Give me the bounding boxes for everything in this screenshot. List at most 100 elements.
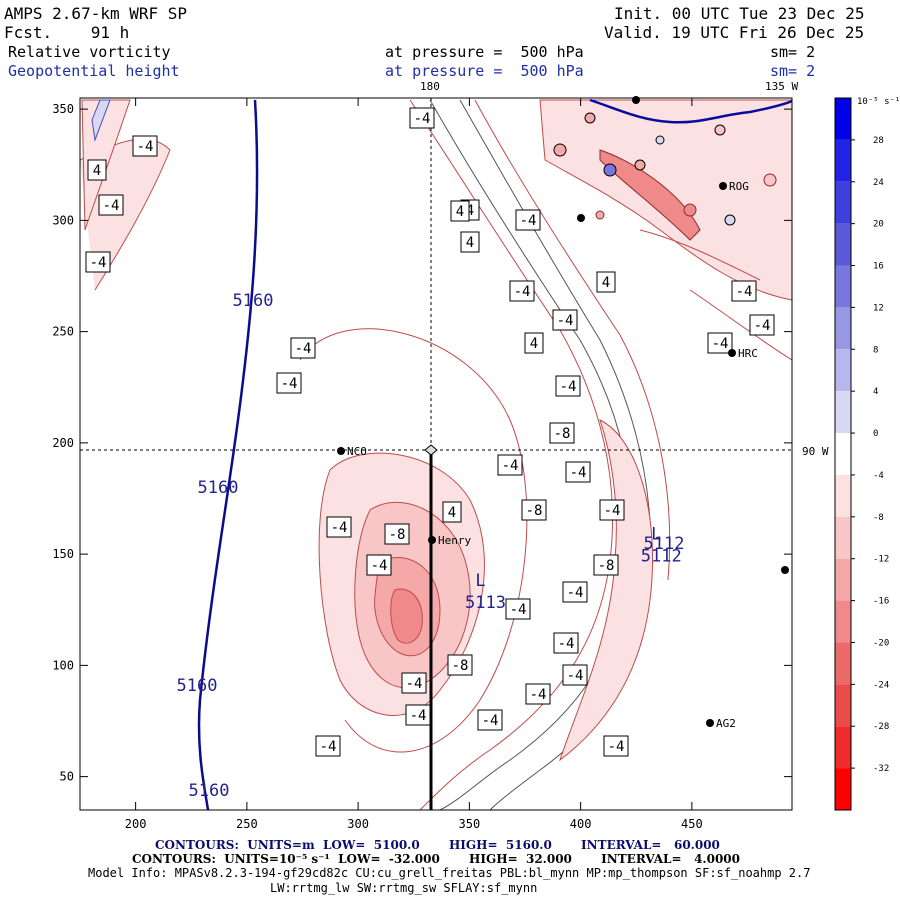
y-tick-label: 350 [52, 102, 74, 116]
model-title: AMPS 2.67-km WRF SP [4, 4, 188, 23]
footer-contours-vorticity: CONTOURS: UNITS=10⁻⁵ s⁻¹ LOW= -32.000 HI… [132, 852, 740, 866]
lon-label-135w: 135 W [765, 80, 799, 93]
vorticity-label: -8 [554, 426, 571, 442]
lon-label-180: 180 [420, 80, 440, 93]
footer-model-info: Model Info: MPASv8.2.3-194-gf29cd82c CU:… [88, 866, 811, 880]
vorticity-label-box [384, 523, 410, 545]
low-center-value: 5112 [641, 546, 682, 566]
vorticity-label-box [562, 664, 588, 686]
y-tick-label: 50 [60, 770, 74, 784]
stations: NCO Henry ROG HRC AG2 [337, 96, 789, 730]
vorticity-label-box [515, 209, 541, 231]
vorticity-label: -4 [712, 336, 729, 352]
vorticity-label-box [509, 280, 535, 302]
vorticity-label-box [98, 194, 124, 216]
footer-contours-height: CONTOURS: UNITS=m LOW= 5100.0 HIGH= 5160… [155, 838, 720, 852]
x-tick-label: 250 [236, 817, 258, 831]
vorticity-label: 4 [530, 336, 538, 352]
station-dot [632, 96, 640, 104]
colorbar-segment [835, 600, 851, 643]
vorticity-label-box [603, 735, 629, 757]
colorbar-unit: 10⁻⁵ s⁻¹ [857, 97, 900, 107]
vorticity-label: -4 [331, 520, 348, 536]
vorticity-label-box [450, 200, 470, 222]
station-dot [706, 719, 714, 727]
vorticity-label: -8 [598, 558, 615, 574]
vorticity-label-box [326, 516, 352, 538]
x-tick-label: 450 [681, 817, 703, 831]
x-tick-label: 400 [570, 817, 592, 831]
lat-label-90w: 90 W [802, 445, 829, 458]
vorticity-label: -4 [736, 284, 753, 300]
vorticity-label-box [87, 159, 107, 181]
station-dot [428, 536, 436, 544]
height-contour-labels: 5160 5160 5160 5160 5112 [177, 291, 685, 801]
vorticity-label-box [460, 231, 480, 253]
vorticity-label-box [447, 654, 473, 676]
y-tick-label: 300 [52, 213, 74, 227]
station-dot [781, 566, 789, 574]
field2-name: Geopotential height [8, 62, 180, 80]
vorticity-label-box [85, 251, 111, 273]
vorticity-label: -4 [406, 676, 423, 692]
vorticity-label-box [565, 461, 591, 483]
vorticity-label: -4 [520, 213, 537, 229]
vorticity-label-box [276, 372, 302, 394]
colorbar-tick-label: 24 [873, 178, 884, 188]
vorticity-label-box [593, 554, 619, 576]
vorticity-label: 4 [456, 204, 464, 220]
x-tick-label: 350 [459, 817, 481, 831]
valid-time: Valid. 19 UTC Fri 26 Dec 25 [604, 23, 865, 42]
colorbar-tick-label: -4 [873, 471, 884, 481]
vorticity-label: -4 [137, 139, 154, 155]
vorticity-label: 4 [466, 235, 474, 251]
colorbar-tick-label: 8 [873, 345, 878, 355]
station-dot [719, 182, 727, 190]
colorbar-segment [835, 768, 851, 810]
vorticity-label: -4 [295, 341, 312, 357]
colorbar-segment [835, 433, 851, 475]
vorticity-label: -8 [452, 658, 469, 674]
height-contour-label: 5160 [177, 676, 218, 696]
colorbar-tick-label: 20 [873, 220, 884, 230]
colorbar-frame [834, 97, 852, 811]
vorticity-label: -4 [510, 602, 527, 618]
vorticity-label-box [315, 735, 341, 757]
field1-level: at pressure = 500 hPa [385, 43, 584, 61]
vorticity-label-box [401, 672, 427, 694]
y-axis: 350 300 250 200 150 100 50 [52, 102, 792, 784]
colorbar-segment [835, 558, 851, 601]
vorticity-label-box [521, 499, 547, 521]
vorticity-label: -4 [558, 636, 575, 652]
height-contour-label: 5160 [198, 478, 239, 498]
forecast-hour: Fcst. 91 h [4, 23, 130, 42]
colorbar-segment [835, 474, 851, 517]
colorbar-tick-label: -8 [873, 513, 884, 523]
y-tick-label: 150 [52, 547, 74, 561]
vorticity-label-box [749, 314, 775, 336]
colorbar-tick-label: 16 [873, 262, 884, 272]
vorticity-label: -4 [608, 739, 625, 755]
height-contour-label: 5160 [189, 781, 230, 801]
colorbar-tick-label: -32 [873, 764, 889, 774]
colorbar-segment [835, 307, 851, 350]
vorticity-label: 4 [466, 203, 474, 219]
height-contour-label: 5160 [233, 291, 274, 311]
station-label: HRC [738, 347, 758, 360]
vorticity-label-box [731, 280, 757, 302]
colorbar-segment [835, 349, 851, 392]
vorticity-label: -4 [502, 458, 519, 474]
vorticity-label-box [132, 135, 158, 157]
colorbar-segment [835, 223, 851, 266]
vorticity-contour-labels: -44-4-4-44-444-4-44-4-44 -4-4-4 -4-8-4 -4-8… [85, 107, 775, 757]
vorticity-label-box [477, 709, 503, 731]
vorticity-label: 4 [93, 163, 101, 179]
vorticity-label-box [405, 704, 431, 726]
vorticity-label: -8 [389, 527, 406, 543]
vorticity-label: 4 [602, 275, 610, 291]
colorbar-tick-label: -12 [873, 555, 889, 565]
vorticity-label-box [524, 332, 544, 354]
y-tick-label: 200 [52, 436, 74, 450]
